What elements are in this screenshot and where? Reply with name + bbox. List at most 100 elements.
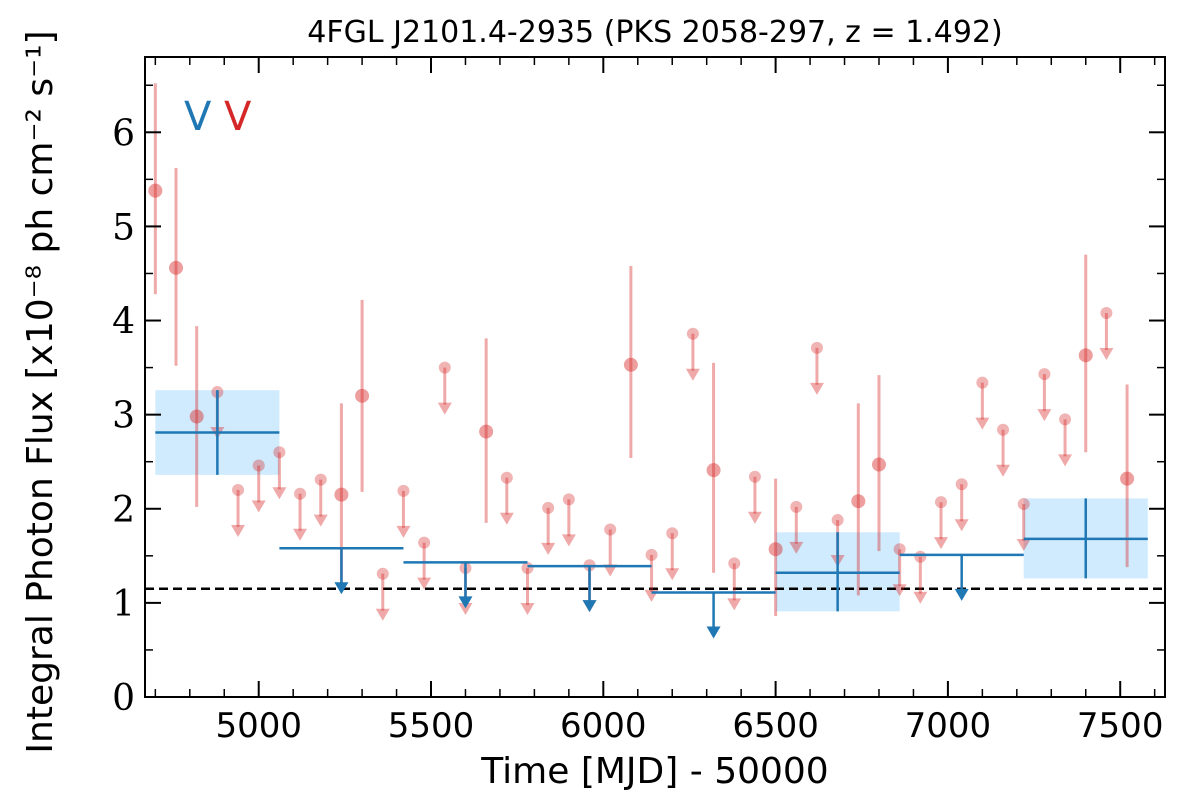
- red-upper-limit-arrow: [1016, 539, 1031, 552]
- x-axis-label: Time [MJD] - 50000: [480, 751, 828, 792]
- red-upper-limit-arrow: [272, 487, 287, 500]
- red-upper-limit-arrow: [313, 514, 328, 527]
- red-upper-limit-arrow: [231, 524, 246, 537]
- blue-upper-limit-arrow: [706, 626, 721, 639]
- y-tick-label: 2: [112, 490, 135, 531]
- red-data-point: [169, 260, 184, 275]
- x-tick-label: 6500: [732, 706, 819, 746]
- red-data-point: [871, 457, 886, 472]
- x-tick-label: 6000: [560, 706, 647, 746]
- red-data-point: [851, 494, 866, 509]
- red-upper-limit-point: [1100, 307, 1113, 319]
- red-upper-limit-point: [1038, 368, 1051, 381]
- red-series-layer: [148, 83, 1135, 621]
- red-upper-limit-arrow: [809, 382, 824, 395]
- red-upper-limit-point: [1017, 498, 1030, 511]
- y-tick-label: 5: [112, 207, 135, 248]
- red-upper-limit-point: [252, 459, 265, 472]
- red-upper-limit-point: [273, 446, 286, 459]
- red-upper-limit-arrow: [375, 608, 390, 621]
- red-upper-limit-arrow: [727, 598, 742, 611]
- red-upper-limit-arrow: [293, 528, 308, 541]
- red-upper-limit-point: [686, 327, 699, 340]
- red-data-point: [334, 487, 349, 502]
- red-upper-limit-point: [976, 376, 989, 389]
- red-upper-limit-arrow: [1037, 409, 1052, 422]
- red-data-point: [706, 463, 721, 478]
- red-upper-limit-point: [521, 562, 534, 575]
- red-upper-limit-point: [562, 493, 575, 506]
- chart-title: 4FGL J2101.4-2935 (PKS 2058-297, z = 1.4…: [307, 15, 1002, 50]
- red-upper-limit-arrow: [396, 525, 411, 538]
- red-upper-limit-arrow: [913, 591, 928, 604]
- red-upper-limit-point: [893, 543, 906, 556]
- red-upper-limit-point: [1059, 413, 1072, 426]
- red-upper-limit-arrow: [975, 417, 990, 430]
- red-data-point: [148, 183, 163, 198]
- red-upper-limit-arrow: [789, 541, 804, 554]
- y-axis-label: Integral Photon Flux [x10⁻⁸ ph cm⁻² s⁻¹]: [20, 30, 61, 753]
- red-upper-limit-arrow: [665, 568, 680, 581]
- red-upper-limit-point: [955, 478, 968, 491]
- red-upper-limit-arrow: [934, 537, 949, 550]
- red-upper-limit-point: [790, 500, 803, 513]
- x-tick-label: 7000: [905, 706, 992, 746]
- red-data-point: [1078, 348, 1093, 363]
- blue-upper-limit-arrow: [954, 588, 969, 601]
- red-upper-limit-arrow: [685, 368, 700, 381]
- red-data-point: [768, 542, 783, 557]
- red-upper-limit-point: [294, 487, 307, 500]
- red-upper-limit-arrow: [892, 584, 907, 597]
- red-upper-limit-point: [997, 423, 1010, 436]
- red-data-point: [1120, 471, 1135, 486]
- red-upper-limit-point: [810, 341, 823, 354]
- red-data-point: [189, 409, 204, 424]
- blue-upper-limit-arrow: [458, 596, 473, 609]
- red-upper-limit-point: [914, 550, 927, 563]
- red-upper-limit-arrow: [437, 402, 452, 415]
- red-upper-limit-point: [314, 473, 327, 486]
- red-upper-limit-point: [935, 496, 948, 509]
- red-upper-limit-point: [604, 523, 617, 536]
- red-upper-limit-arrow: [603, 564, 618, 577]
- red-upper-limit-point: [438, 361, 451, 374]
- x-tick-label: 5000: [215, 706, 302, 746]
- red-data-point: [479, 424, 494, 439]
- red-upper-limit-point: [376, 567, 389, 580]
- red-upper-limit-arrow: [499, 512, 514, 525]
- red-upper-limit-arrow: [996, 464, 1011, 477]
- red-upper-limit-arrow: [747, 511, 762, 524]
- x-tick-label: 5500: [388, 706, 475, 746]
- red-upper-limit-arrow: [561, 534, 576, 547]
- red-upper-limit-point: [418, 536, 431, 549]
- red-upper-limit-arrow: [954, 519, 969, 532]
- plot-frame: [144, 56, 1166, 698]
- red-upper-limit-point: [232, 483, 245, 496]
- red-data-point: [623, 357, 638, 372]
- blue-upper-limit-arrow: [582, 600, 597, 613]
- red-upper-limit-arrow: [458, 603, 473, 616]
- legend-blue-v: V: [184, 94, 212, 140]
- y-tick-label: 1: [112, 584, 135, 625]
- red-upper-limit-point: [831, 514, 844, 527]
- y-tick-label: 6: [112, 113, 135, 154]
- legend-red-v: V: [224, 94, 252, 140]
- red-upper-limit-point: [500, 471, 513, 484]
- red-upper-limit-arrow: [541, 542, 556, 555]
- red-data-point: [355, 388, 370, 403]
- red-upper-limit-point: [666, 527, 679, 540]
- red-upper-limit-arrow: [520, 603, 535, 616]
- y-tick-label: 4: [112, 302, 135, 343]
- red-upper-limit-point: [728, 557, 741, 570]
- red-upper-limit-point: [397, 484, 410, 497]
- blue-upper-limit-arrow: [334, 582, 349, 595]
- y-tick-label: 0: [112, 678, 135, 719]
- x-tick-label: 7500: [1077, 706, 1164, 746]
- tick-labels-layer: 5000 5500 6000 6500 7000 7500 0 1 2 3 4 5 6: [112, 113, 1163, 746]
- blue-series-layer: [155, 390, 1148, 639]
- y-tick-label: 3: [112, 396, 135, 437]
- red-upper-limit-point: [645, 548, 658, 561]
- red-upper-limit-arrow: [1058, 454, 1073, 467]
- red-upper-limit-point: [748, 470, 761, 483]
